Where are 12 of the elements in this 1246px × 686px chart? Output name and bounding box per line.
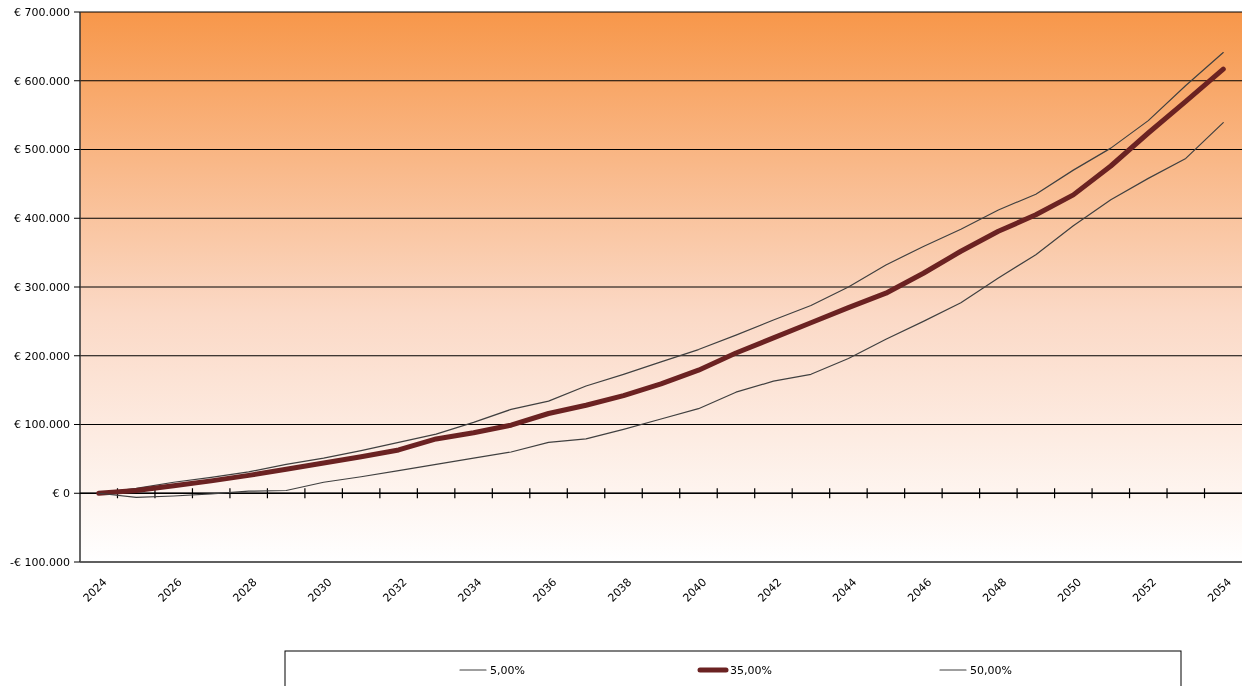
legend-label: 35,00% [730,663,772,677]
y-tick-label: € 400.000 [14,212,70,226]
y-tick-label: € 700.000 [14,5,70,19]
y-tick-label: € 500.000 [14,143,70,157]
legend-label: 50,00% [970,663,1012,677]
legend-label: 5,00% [490,663,525,677]
y-tick-label: € 0 [52,487,70,501]
y-tick-label: € 200.000 [14,349,70,363]
y-tick-label: € 100.000 [14,418,70,432]
y-tick-label: -€ 100.000 [10,555,70,569]
y-tick-label: € 300.000 [14,280,70,294]
y-tick-label: € 600.000 [14,74,70,88]
